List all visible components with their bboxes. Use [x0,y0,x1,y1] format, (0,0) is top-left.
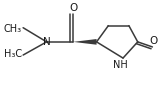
Text: CH₃: CH₃ [3,24,22,34]
Text: O: O [69,3,77,13]
Text: N: N [43,37,51,47]
Text: H₃C: H₃C [3,49,22,59]
Text: NH: NH [113,60,128,70]
Text: O: O [149,36,157,46]
Polygon shape [73,39,97,45]
